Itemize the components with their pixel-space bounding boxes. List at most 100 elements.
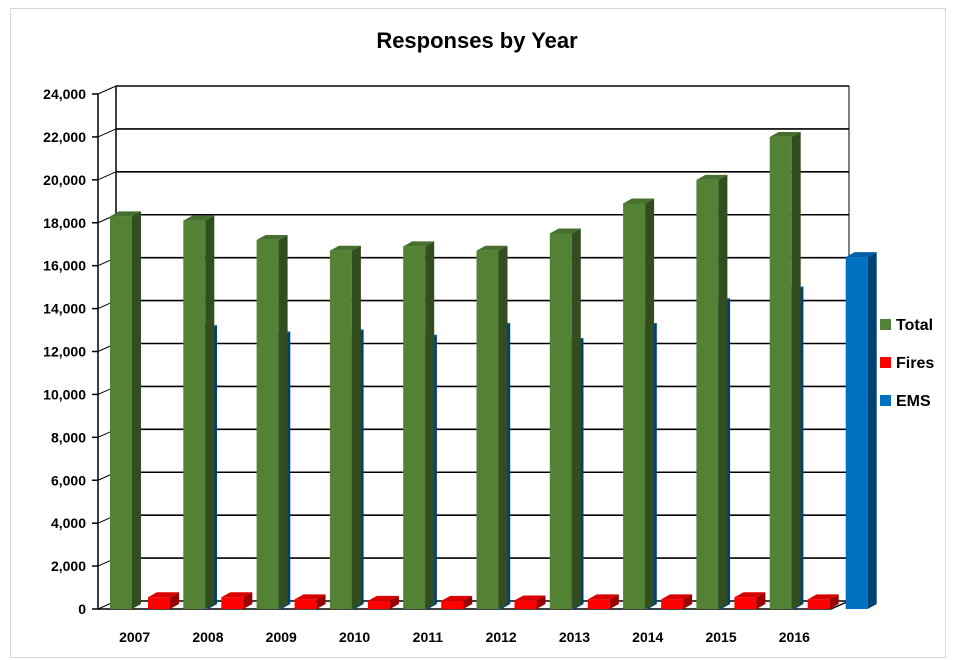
bar-front [110,216,132,609]
bar-front [294,599,317,609]
bar-front [148,597,170,609]
bar-top [221,592,253,598]
bar-total-2009 [256,234,288,609]
bar-fires-2011 [441,595,473,609]
legend-item-total: Total [880,317,933,334]
x-tick-label: 2016 [779,629,810,645]
bar-top [148,592,179,598]
legend-label: Total [896,317,933,334]
bar-total-2012 [476,245,508,610]
bar-front [403,246,426,609]
bar-top [514,595,546,601]
bar-side [316,594,326,609]
bar-side [463,595,473,609]
bar-top [183,215,215,221]
bar-front [221,597,244,609]
legend-label: EMS [896,393,931,410]
bar-front [769,136,792,609]
bar-front [183,220,206,609]
y-tick-labels: 0 2,000 4,000 6,000 8,000 10,000 12,000 14,000 1… [43,86,86,617]
y-tick-label: 18,000 [43,215,86,231]
gridline-side [97,85,117,95]
bar-total-2016 [769,131,801,609]
bar-top [294,594,326,600]
bar-front [661,599,684,609]
bar-side [132,211,141,610]
y-tick-label: 12,000 [43,344,86,360]
bar-top [696,174,728,180]
legend-label: Fires [896,355,934,372]
bar-front [807,599,830,609]
bar-side [829,594,839,609]
bar-top [807,594,839,600]
bar-front [549,233,572,609]
bar-side [536,595,546,609]
bar-top [476,245,508,251]
y-tick-label: 0 [78,601,86,617]
y-tick-label: 8,000 [51,429,86,445]
bar-top [769,131,801,137]
bar-front [845,257,868,609]
bar-front [587,599,610,609]
bar-side [609,594,619,609]
bar-side [571,228,581,609]
bar-fires-2014 [661,594,693,609]
bar-side [278,234,288,609]
legend-swatch [880,395,891,406]
legend: Total Fires EMS [880,317,934,410]
legend-item-fires: Fires [880,355,934,372]
bar-top [587,594,619,600]
y-tick-label: 14,000 [43,301,86,317]
x-tick-label: 2012 [486,629,517,645]
x-tick-labels: 2007 2008 2009 2010 2011 2012 2013 2014 2015 2016 [119,629,810,645]
bar-front [476,250,499,610]
bar-front [514,600,537,609]
bar-ems-2016 [845,252,877,609]
x-tick-label: 2008 [192,629,223,645]
bar-side [867,252,877,609]
bar-side [205,215,215,609]
x-tick-label: 2015 [705,629,736,645]
bar-total-2014 [623,198,655,610]
bar-front [623,203,646,609]
bar-front [441,600,464,609]
bar-top [549,228,581,234]
bar-fires-2007 [148,592,179,609]
bar-fires-2016 [807,594,839,609]
bar-top [110,211,141,217]
x-tick-label: 2011 [413,629,444,645]
y-tick-label: 6,000 [51,472,86,488]
x-tick-label: 2009 [266,629,297,645]
bar-front [256,239,279,609]
bar-top [256,234,288,240]
bar-top [661,594,693,600]
bar-total-2015 [696,174,728,610]
gridline-side [97,128,117,138]
y-tick-label: 10,000 [43,386,86,402]
bar-total-2013 [549,228,581,609]
y-tick-label: 4,000 [51,515,86,531]
bar-top [367,595,399,601]
bar-fires-2015 [734,592,766,609]
chart-title: Responses by Year [376,28,578,53]
bar-side [498,245,508,609]
bar-total-2011 [403,241,435,609]
bar-fires-2009 [294,594,326,609]
bar-top [623,198,655,204]
bar-total-2008 [183,215,215,609]
bar-total-2010 [329,245,361,610]
x-tick-label: 2013 [559,629,590,645]
bar-fires-2010 [367,595,399,609]
y-tick-label: 2,000 [51,558,86,574]
bar-side [425,241,435,609]
legend-item-ems: EMS [880,393,931,410]
bar-front [696,179,719,610]
bar-fires-2008 [221,592,253,609]
bar-side [389,595,399,609]
bars-layer [110,131,877,610]
bar-side [170,592,179,609]
legend-swatch [880,357,891,368]
bar-side [791,131,801,609]
bar-top [845,252,877,258]
